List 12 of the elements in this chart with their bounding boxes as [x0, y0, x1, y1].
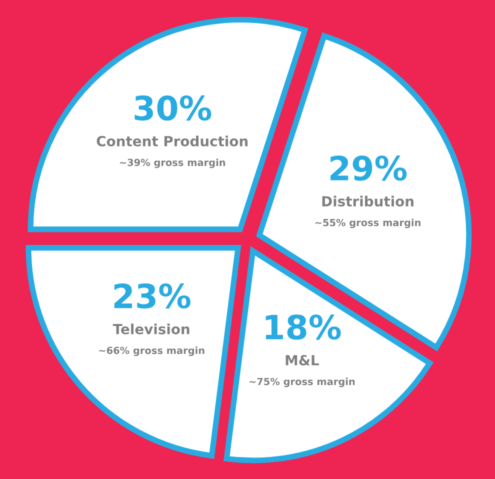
slice-label: Television	[112, 324, 190, 334]
slice-label: Content Production	[96, 136, 248, 146]
slice-label: M&L	[286, 354, 319, 366]
text: ~55% gross margin	[315, 218, 420, 228]
text: ~39% gross margin	[120, 158, 226, 168]
slice-label: Distribution	[322, 196, 414, 207]
data-label: 29%	[330, 156, 407, 181]
text: ~75% gross margin	[250, 378, 355, 388]
text: ~66% gross margin	[99, 346, 204, 356]
data-label: 23%	[114, 283, 190, 309]
data-label: 18%	[266, 314, 341, 340]
data-label: 30%	[134, 95, 212, 121]
